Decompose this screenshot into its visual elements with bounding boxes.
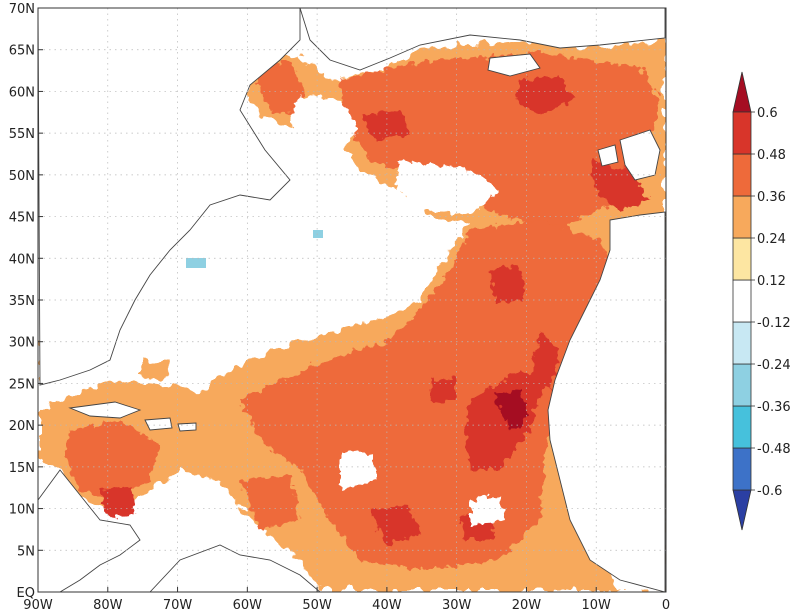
colorbar-bin (732, 237, 752, 281)
land-coastlines (38, 8, 666, 592)
x-tick-label: 80W (93, 598, 123, 613)
y-tick-label: 45N (9, 211, 35, 226)
colorbar-bin (732, 405, 752, 449)
colorbar-bin (732, 195, 752, 239)
x-tick-label: 70W (163, 598, 193, 613)
colorbar-extend-high (732, 71, 752, 113)
x-tick-label: 60W (233, 598, 263, 613)
y-tick-label: 70N (9, 2, 35, 17)
x-tick-label: 90W (23, 598, 53, 613)
colorbar-tick-label: 0.48 (757, 148, 786, 163)
x-tick-label: 40W (372, 598, 402, 613)
colorbar-bin (732, 279, 752, 323)
colorbar-tick-label: 0.6 (757, 106, 778, 121)
anomaly-field (40, 10, 665, 590)
colorbar-tick-label: 0.36 (757, 190, 786, 205)
colorbar-bin (732, 447, 752, 491)
y-axis: EQ 5N 10N 15N 20N 25N 30N 35N 40N 45N 50N 55N 60N 65N… (9, 2, 43, 601)
colorbar-bin (732, 321, 752, 365)
x-tick-label: 50W (302, 598, 332, 613)
y-tick-label: 20N (9, 419, 35, 434)
y-tick-label: 10N (9, 503, 35, 518)
y-tick-label: 40N (9, 252, 35, 267)
y-tick-label: 25N (9, 377, 35, 392)
colorbar-extend-low (732, 489, 752, 531)
colorbar-tick-label: -0.24 (757, 358, 791, 373)
y-tick-label: 50N (9, 169, 35, 184)
y-tick-label: 55N (9, 127, 35, 142)
colorbar-tick-label: -0.36 (757, 400, 791, 415)
colorbar: -0.6 -0.48 -0.36 -0.24 -0.12 0.12 0.24 0.36 0.48… (732, 71, 791, 531)
colorbar-tick-label: -0.48 (757, 442, 791, 457)
y-tick-label: EQ (17, 586, 35, 601)
x-axis: 90W 80W 70W 60W 50W 40W 30W 20W 10W 0 (23, 587, 670, 613)
colorbar-tick-label: -0.12 (757, 316, 791, 331)
level-0.36-0.48 (65, 52, 660, 570)
gridlines (38, 8, 666, 592)
colorbar-tick-label: -0.6 (757, 484, 782, 499)
y-tick-label: 35N (9, 294, 35, 309)
colorbar-bin (732, 363, 752, 407)
y-tick-label: 15N (9, 461, 35, 476)
y-tick-label: 30N (9, 336, 35, 351)
x-tick-label: 10W (582, 598, 612, 613)
y-tick-label: 5N (17, 544, 35, 559)
x-tick-label: 0 (662, 598, 670, 613)
colorbar-bin (732, 111, 752, 155)
y-tick-label: 60N (9, 85, 35, 100)
x-tick-label: 20W (512, 598, 542, 613)
y-tick-label: 65N (9, 44, 35, 59)
colorbar-tick-label: 0.12 (757, 274, 786, 289)
colorbar-tick-label: 0.24 (757, 232, 786, 247)
x-tick-label: 30W (442, 598, 472, 613)
colorbar-bin (732, 153, 752, 197)
